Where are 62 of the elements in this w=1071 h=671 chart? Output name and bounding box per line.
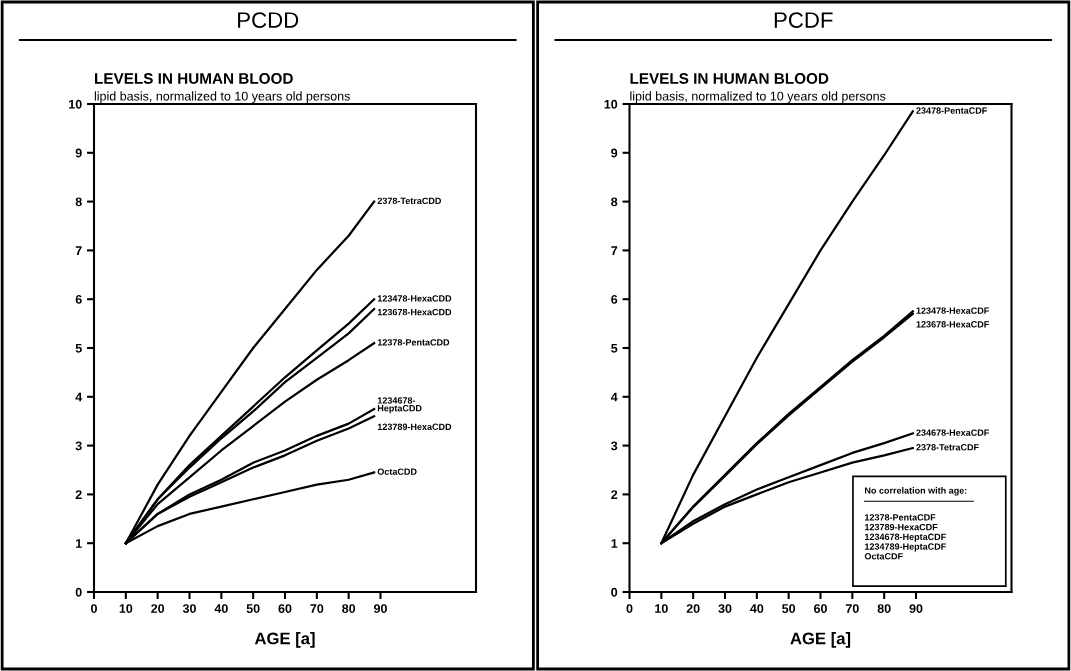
chart-title: PCDF bbox=[774, 12, 833, 28]
series-label: 123478-HexaCDF bbox=[916, 307, 989, 314]
chart-subtitle: LEVELS IN HUMAN BLOOD lipid basis, normalized to 10 years old persons bbox=[94, 73, 350, 104]
x-tick-label: 70 bbox=[845, 604, 859, 613]
x-tick-label: 40 bbox=[214, 604, 228, 613]
x-tick-label: 70 bbox=[310, 604, 324, 613]
y-tick-label: 6 bbox=[75, 295, 82, 304]
chart-title: PCDD bbox=[238, 12, 299, 28]
x-tick-label: 80 bbox=[342, 604, 356, 613]
y-tick-label: 4 bbox=[610, 392, 618, 402]
x-tick-label: 90 bbox=[373, 604, 387, 613]
series-label: 12378-PentaCDD bbox=[377, 339, 450, 346]
series-label: 23478-PentaCDF bbox=[916, 107, 987, 114]
y-tick-label: 6 bbox=[611, 295, 618, 304]
x-tick-label: 0 bbox=[91, 604, 97, 613]
x-tick-label: 60 bbox=[814, 604, 827, 613]
series-label: 234678-HexaCDF bbox=[916, 429, 989, 436]
y-tick-label: 10 bbox=[69, 99, 82, 109]
x-tick-label: 60 bbox=[278, 604, 292, 613]
x-tick-label: 30 bbox=[718, 604, 732, 613]
series-label: 123678-HexaCDD bbox=[377, 308, 452, 316]
series-label: 1234678- HeptaCDD bbox=[377, 397, 422, 414]
series-label: 123789-HexaCDD bbox=[377, 423, 452, 430]
x-tick-label: 20 bbox=[686, 604, 700, 613]
x-tick-label: 30 bbox=[182, 604, 196, 613]
x-tick-label: 0 bbox=[626, 604, 633, 613]
y-tick-label: 9 bbox=[75, 148, 82, 158]
x-tick-label: 50 bbox=[246, 604, 260, 613]
annotation: 12378-PentaCDF 123789-HexaCDF 1234678-HeptaCDF 1234789-HeptaCDF OctaCDF bbox=[864, 514, 946, 560]
y-tick-label: 0 bbox=[75, 587, 82, 597]
x-tick-label: 10 bbox=[119, 604, 133, 613]
y-tick-label: 1 bbox=[611, 539, 618, 548]
y-tick-label: 7 bbox=[611, 246, 618, 255]
x-tick-label: 90 bbox=[909, 604, 923, 613]
y-tick-label: 7 bbox=[75, 246, 82, 255]
x-tick-label: 50 bbox=[782, 604, 796, 613]
x-axis-title: AGE [a] bbox=[254, 632, 315, 648]
chart-subtitle: LEVELS IN HUMAN BLOOD lipid basis, normalized to 10 years old persons bbox=[630, 73, 886, 104]
y-tick-label: 9 bbox=[611, 148, 618, 158]
x-tick-label: 10 bbox=[655, 604, 668, 613]
x-tick-label: 80 bbox=[877, 604, 891, 613]
annotation: No correlation with age: bbox=[865, 487, 967, 496]
y-tick-label: 2 bbox=[611, 490, 618, 499]
y-tick-label: 8 bbox=[611, 197, 618, 207]
series-label: 123478-HexaCDD bbox=[377, 295, 452, 302]
series-label: 2378-TetraCDF bbox=[916, 444, 979, 451]
x-tick-label: 40 bbox=[750, 604, 764, 613]
y-tick-label: 3 bbox=[75, 441, 82, 451]
series-label: 123678-HexaCDF bbox=[916, 321, 989, 328]
y-tick-label: 5 bbox=[75, 343, 82, 353]
y-tick-label: 2 bbox=[75, 490, 82, 499]
y-tick-label: 5 bbox=[611, 343, 618, 353]
series-label: 2378-TetraCDD bbox=[377, 197, 441, 205]
y-tick-label: 3 bbox=[611, 441, 618, 451]
y-tick-label: 10 bbox=[604, 99, 618, 109]
y-tick-label: 8 bbox=[75, 197, 82, 207]
y-tick-label: 0 bbox=[611, 587, 618, 597]
x-tick-label: 20 bbox=[151, 604, 165, 613]
series-label: OctaCDD bbox=[377, 468, 417, 475]
x-axis-title: AGE [a] bbox=[790, 632, 851, 648]
y-tick-label: 1 bbox=[76, 539, 82, 548]
y-tick-label: 4 bbox=[75, 392, 83, 402]
